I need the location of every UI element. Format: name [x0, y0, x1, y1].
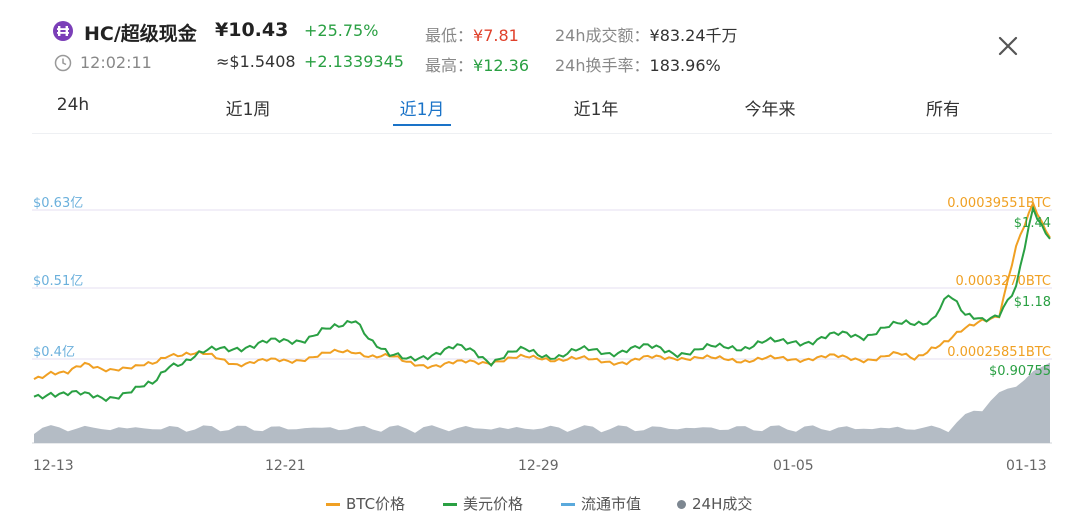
btc-price-series [33, 200, 1051, 380]
legend-usd[interactable]: 美元价格 [443, 493, 523, 514]
volume-area [34, 362, 1050, 443]
update-time: 12:02:11 [80, 53, 152, 72]
high-value: ¥12.36 [473, 56, 529, 75]
tab-24h[interactable]: 24h [56, 95, 90, 115]
hc-logo-icon [53, 21, 73, 41]
change-percent: +25.75% [304, 21, 379, 40]
volume-value: ¥83.24千万 [649, 26, 738, 45]
x-tick-label: 01-05 [773, 458, 814, 474]
legend-volume[interactable]: 24H成交 [677, 493, 752, 514]
btc-axis-label: 0.00025851BTC [947, 345, 1051, 360]
btc-axis-label: 0.00039551BTC [947, 196, 1051, 211]
y-tick-label: $0.4亿 [33, 345, 75, 360]
tab-1year[interactable]: 近1年 [573, 100, 619, 120]
tab-1week[interactable]: 近1周 [225, 100, 271, 120]
active-tab-indicator [393, 124, 451, 126]
low-label: 最低： [425, 26, 474, 45]
btc-axis-label: 0.0003270BTC [956, 274, 1051, 289]
mcap-legend-marker [561, 503, 575, 506]
tab-all[interactable]: 所有 [926, 100, 960, 120]
close-icon[interactable] [994, 32, 1022, 60]
volume-stat: 24h成交额：¥83.24千万 [555, 22, 738, 46]
clock-icon [54, 54, 72, 72]
usd-axis-label: $1.18 [1014, 295, 1051, 310]
x-tick-label: 01-13 [1006, 458, 1047, 474]
turnover-value: 183.96% [649, 56, 721, 75]
y-tick-label: $0.63亿 [33, 196, 83, 211]
volume-legend-marker [677, 500, 686, 509]
change-usd: +2.1339345 [304, 52, 404, 71]
x-tick-label: 12-13 [33, 458, 74, 474]
tab-1month[interactable]: 近1月 [399, 100, 445, 120]
btc-legend-marker [326, 503, 340, 506]
y-tick-label: $0.51亿 [33, 274, 83, 289]
low-value: ¥7.81 [473, 26, 519, 45]
legend-volume-label: 24H成交 [692, 495, 753, 513]
high-stat: 最高：¥12.36 [425, 52, 529, 76]
high-label: 最高： [425, 56, 474, 75]
coin-name: HC/超级现金 [84, 23, 197, 45]
usd-legend-marker [443, 503, 457, 506]
legend-mcap-label: 流通市值 [581, 495, 642, 513]
tab-divider [32, 133, 1052, 134]
tab-ytd[interactable]: 今年来 [744, 100, 796, 120]
legend-usd-label: 美元价格 [463, 495, 524, 513]
x-tick-label: 12-21 [265, 458, 306, 474]
x-tick-label: 12-29 [518, 458, 559, 474]
legend-btc[interactable]: BTC价格 [326, 493, 405, 514]
legend-btc-label: BTC价格 [346, 495, 406, 513]
usd-axis-label: $1.44 [1014, 216, 1051, 231]
low-stat: 最低：¥7.81 [425, 22, 519, 46]
turnover-label: 24h换手率： [555, 56, 650, 75]
price-cny: ¥10.43 [215, 19, 289, 41]
legend-mcap[interactable]: 流通市值 [561, 493, 641, 514]
usd-axis-label: $0.90755 [989, 364, 1051, 379]
price-usd: ≈$1.5408 [216, 52, 296, 71]
usd-price-series [33, 204, 1051, 403]
turnover-stat: 24h换手率：183.96% [555, 52, 721, 76]
volume-label: 24h成交额： [555, 26, 650, 45]
